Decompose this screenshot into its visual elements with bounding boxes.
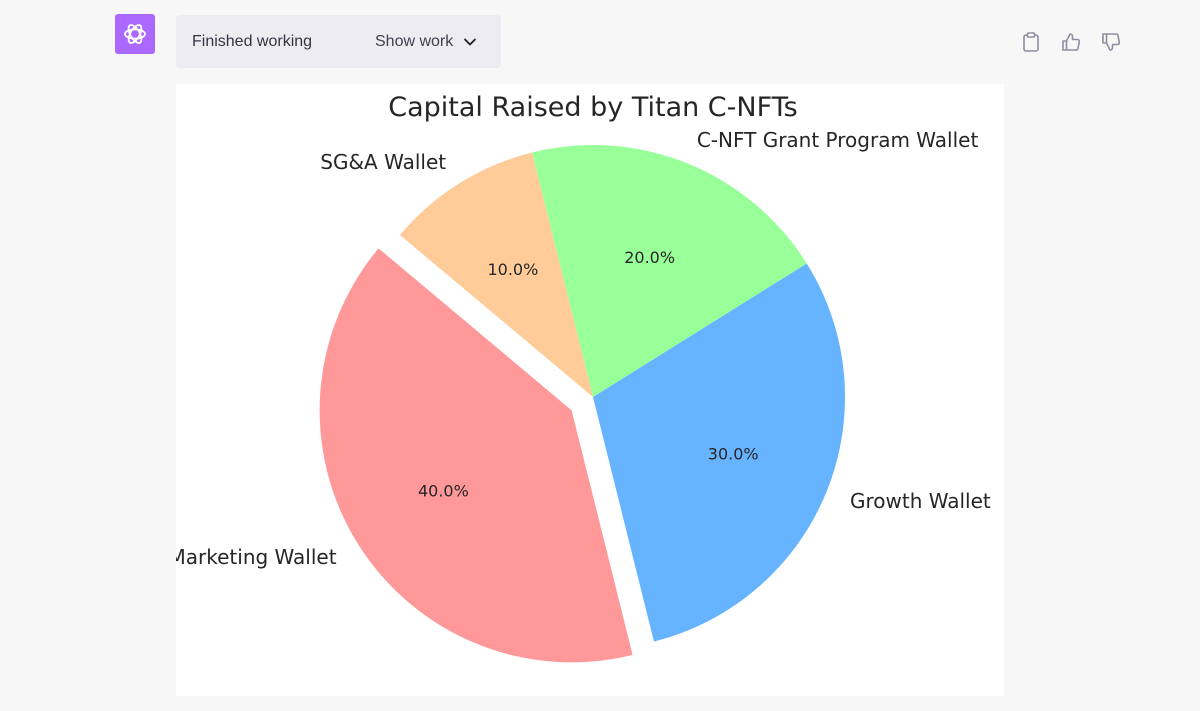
show-work-label: Show work	[375, 33, 454, 50]
pie-slice	[399, 152, 593, 397]
slice-category-label: Growth Wallet	[850, 489, 991, 513]
openai-logo-icon	[124, 24, 146, 44]
status-text: Finished working	[192, 33, 313, 50]
slice-category-label: C-NFT Grant Program Wallet	[697, 128, 979, 152]
slice-percent-label: 20.0%	[624, 248, 675, 267]
thumbs-up-button[interactable]	[1058, 29, 1084, 55]
pie-chart: Capital Raised by Titan C-NFTs 40.0% Mark…	[176, 92, 991, 663]
chart-image: Capital Raised by Titan C-NFTs 40.0% Mark…	[176, 84, 1004, 696]
message-actions	[1018, 29, 1124, 55]
slice-percent-label: 40.0%	[418, 481, 469, 500]
clipboard-icon	[1023, 32, 1039, 52]
slice-percent-label: 10.0%	[487, 260, 538, 279]
pie-slice	[319, 248, 633, 663]
thumbs-up-icon	[1062, 33, 1081, 51]
slice-percent-label: 30.0%	[708, 445, 759, 464]
chart-title: Capital Raised by Titan C-NFTs	[388, 92, 798, 123]
slice-category-label: SG&A Wallet	[320, 150, 446, 174]
thumbs-down-button[interactable]	[1098, 29, 1124, 55]
chevron-down-icon	[464, 38, 477, 46]
slice-category-label: Marketing Wallet	[176, 545, 337, 569]
copy-button[interactable]	[1018, 29, 1044, 55]
assistant-avatar	[115, 14, 155, 54]
show-work-toggle[interactable]: Show work	[375, 29, 477, 55]
pie-slice	[593, 263, 846, 642]
pie-slice	[532, 144, 807, 397]
thumbs-down-icon	[1102, 33, 1121, 51]
tool-status-bar: Finished working Show work	[176, 15, 501, 68]
